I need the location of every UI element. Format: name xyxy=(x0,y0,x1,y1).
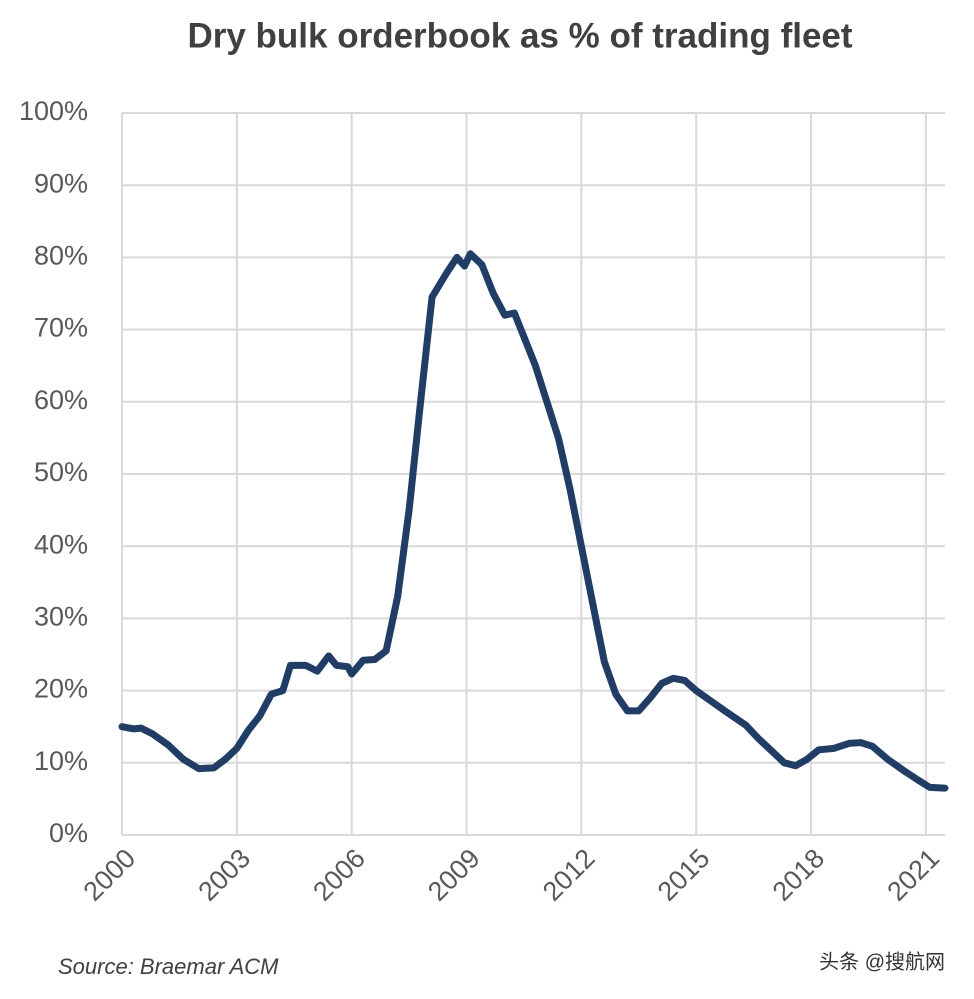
y-tick-label: 20% xyxy=(34,674,88,704)
x-tick-label: 2006 xyxy=(307,843,371,907)
y-tick-label: 70% xyxy=(34,313,88,343)
y-tick-label: 80% xyxy=(34,241,88,271)
data-line xyxy=(118,250,949,792)
x-tick-label: 2015 xyxy=(652,843,716,907)
x-tick-label: 2000 xyxy=(78,843,142,907)
y-tick-label: 0% xyxy=(49,818,88,848)
y-tick-label: 10% xyxy=(34,746,88,776)
x-tick-label: 2012 xyxy=(537,843,601,907)
source-note: Source: Braemar ACM xyxy=(58,954,279,979)
chart-title: Dry bulk orderbook as % of trading fleet xyxy=(187,16,852,55)
y-tick-label: 90% xyxy=(34,168,88,198)
y-tick-label: 50% xyxy=(34,457,88,487)
y-tick-label: 30% xyxy=(34,602,88,632)
y-tick-label: 60% xyxy=(34,385,88,415)
y-tick-label: 40% xyxy=(34,529,88,559)
x-tick-label: 2009 xyxy=(422,843,486,907)
x-tick-label: 2021 xyxy=(881,843,945,907)
y-tick-label: 100% xyxy=(19,96,88,126)
watermark: 头条 @搜航网 xyxy=(819,950,945,973)
x-tick-label: 2018 xyxy=(767,843,831,907)
x-tick-label: 2003 xyxy=(192,843,256,907)
